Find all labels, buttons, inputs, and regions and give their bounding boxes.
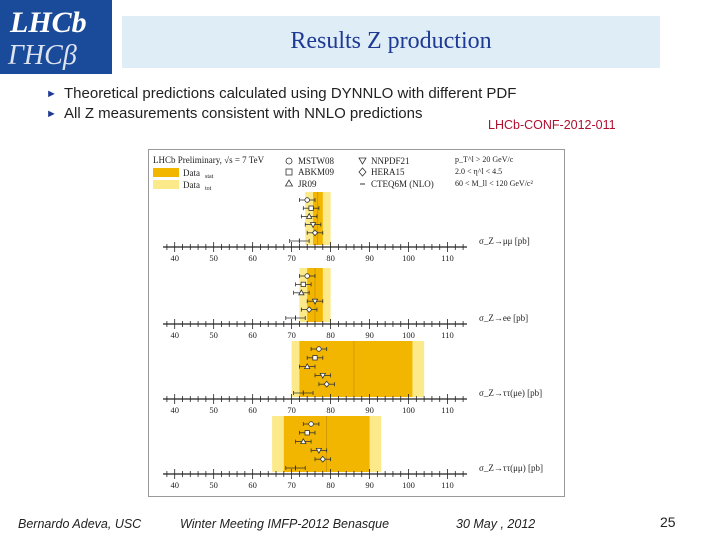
- legend-data-subscript: stat: [205, 174, 214, 180]
- panel-label: σ_Z→ee [pb]: [479, 313, 528, 323]
- prediction-marker-abkm09: [300, 281, 306, 287]
- prediction-marker-mstw08: [316, 346, 322, 352]
- axis-tick-label: 60: [248, 330, 257, 340]
- axis-tick-label: 60: [248, 405, 257, 415]
- prediction-marker-jr09: [303, 362, 311, 369]
- axis-tick-label: 80: [326, 480, 335, 490]
- bullet-arrow-icon: ►: [46, 108, 57, 120]
- prediction-marker-jr09: [305, 212, 313, 219]
- panel-label: σ_Z→μμ [pb]: [479, 236, 530, 246]
- prediction-marker-hera15: [323, 380, 330, 388]
- prediction-marker-hera15: [311, 229, 319, 237]
- legend-swatch-stat: [153, 168, 179, 177]
- cut-label: 60 < M_ll < 120 GeV/c²: [455, 179, 533, 188]
- legend-pdf-label: CTEQ6M (NLO): [371, 179, 434, 189]
- axis-tick-label: 40: [170, 405, 179, 415]
- footer-author: Bernardo Adeva, USC: [18, 517, 142, 531]
- legend-pdf-label: ABKM09: [298, 167, 335, 177]
- axis-tick-label: 50: [209, 405, 218, 415]
- axis-tick-label: 110: [441, 405, 453, 415]
- prediction-marker-mstw08: [304, 197, 310, 203]
- legend-marker-square: [285, 168, 293, 176]
- legend-data-subscript: tot: [205, 186, 212, 192]
- axis-tick-label: 110: [441, 253, 453, 263]
- bullet-item: ► All Z measurements consistent with NNL…: [46, 104, 566, 124]
- legend-marker-circle: [285, 157, 293, 165]
- axis-tick-label: 50: [209, 480, 218, 490]
- axis-tick-label: 90: [365, 330, 374, 340]
- prediction-marker-nnpdf21: [311, 298, 319, 305]
- prediction-marker-abkm09: [312, 355, 318, 361]
- panel-label: σ_Z→ττ(μe) [pb]: [479, 388, 542, 398]
- axis-tick-label: 80: [326, 330, 335, 340]
- legend-pdf-label: HERA15: [371, 167, 405, 177]
- prediction-marker-jr09: [298, 289, 305, 296]
- axis-tick-label: 110: [441, 480, 453, 490]
- axis-tick-label: 100: [402, 405, 415, 415]
- axis-tick-label: 50: [209, 253, 218, 263]
- cross-section-plot: LHCb Preliminary, √s = 7 TeV Data stat D…: [153, 155, 543, 490]
- footer-meeting: Winter Meeting IMFP-2012 Benasque: [180, 517, 390, 531]
- axis-tick-label: 90: [365, 253, 374, 263]
- bullet-arrow-icon: ►: [46, 88, 57, 100]
- bullet-text: Theoretical predictions calculated using…: [64, 85, 517, 102]
- bullet-text: All Z measurements consistent with NNLO …: [64, 105, 423, 122]
- legend-swatch-tot: [153, 180, 179, 189]
- legend-marker-triangle: [284, 179, 294, 187]
- prediction-marker-nnpdf21: [319, 373, 327, 380]
- lhcb-logo: LHCb ΓHCβ: [0, 0, 112, 74]
- axis-tick-label: 40: [170, 480, 179, 490]
- figure-panels: 40 50 60 70 80 90 100 110 σ_Z→μμ [pb] 40 50 60 70 80 9…: [163, 192, 543, 490]
- axis-tick-label: 60: [248, 253, 257, 263]
- prediction-marker-nnpdf21: [309, 222, 317, 229]
- axis-tick-label: 110: [441, 330, 453, 340]
- panel-label: σ_Z→ττ(μμ) [pb]: [479, 463, 543, 473]
- slide-title: Results Z production: [290, 28, 492, 54]
- axis-tick-label: 70: [287, 480, 296, 490]
- lhcb-logo-graphic: LHCb ΓHCβ: [3, 3, 109, 71]
- prediction-marker-abkm09: [304, 430, 310, 436]
- conference-reference: LHCb-CONF-2012-011: [488, 118, 616, 132]
- axis-tick-label: 90: [365, 405, 374, 415]
- axis-tick-label: 100: [402, 480, 415, 490]
- legend-marker-down-triangle: [358, 157, 367, 165]
- axis-tick-label: 50: [209, 330, 218, 340]
- logo-text-bottom: ΓHCβ: [7, 40, 77, 71]
- axis-tick-label: 80: [326, 253, 335, 263]
- cut-label: 2.0 < η^l < 4.5: [455, 167, 502, 176]
- footer-date: 30 May , 2012: [456, 517, 536, 531]
- prediction-marker-mstw08: [304, 273, 310, 279]
- axis-tick-label: 90: [365, 480, 374, 490]
- legend-data-label: Data: [183, 168, 200, 178]
- legend-pdf-label: JR09: [298, 179, 317, 189]
- prediction-marker-hera15: [319, 455, 326, 463]
- axis-tick-label: 80: [326, 405, 335, 415]
- axis-tick-label: 40: [170, 253, 179, 263]
- bullet-item: ► Theoretical predictions calculated usi…: [46, 84, 566, 104]
- logo-text-top: LHCb: [9, 6, 87, 39]
- cut-label: p_T^l > 20 GeV/c: [455, 155, 514, 164]
- legend-data-label: Data: [183, 180, 200, 190]
- axis-tick-label: 70: [287, 253, 296, 263]
- prediction-marker-abkm09: [308, 205, 314, 211]
- prediction-marker-nnpdf21: [315, 448, 323, 455]
- prediction-marker-hera15: [306, 306, 313, 313]
- axis-tick-label: 70: [287, 330, 296, 340]
- page-number: 25: [660, 514, 676, 530]
- title-bar: Results Z production: [122, 16, 660, 68]
- axis-tick-label: 60: [248, 480, 257, 490]
- bullet-list: ► Theoretical predictions calculated usi…: [46, 84, 566, 124]
- axis-tick-label: 40: [170, 330, 179, 340]
- legend-marker-diamond: [358, 167, 367, 177]
- prediction-marker-jr09: [300, 437, 307, 444]
- legend-pdf-label: NNPDF21: [371, 156, 410, 166]
- axis-tick-label: 100: [402, 253, 415, 263]
- prediction-marker-mstw08: [308, 421, 314, 427]
- figure-header: LHCb Preliminary, √s = 7 TeV: [153, 155, 265, 165]
- cross-section-figure: LHCb Preliminary, √s = 7 TeV Data stat D…: [148, 149, 565, 497]
- axis-tick-label: 100: [402, 330, 415, 340]
- axis-tick-label: 70: [287, 405, 296, 415]
- legend-pdf-label: MSTW08: [298, 156, 335, 166]
